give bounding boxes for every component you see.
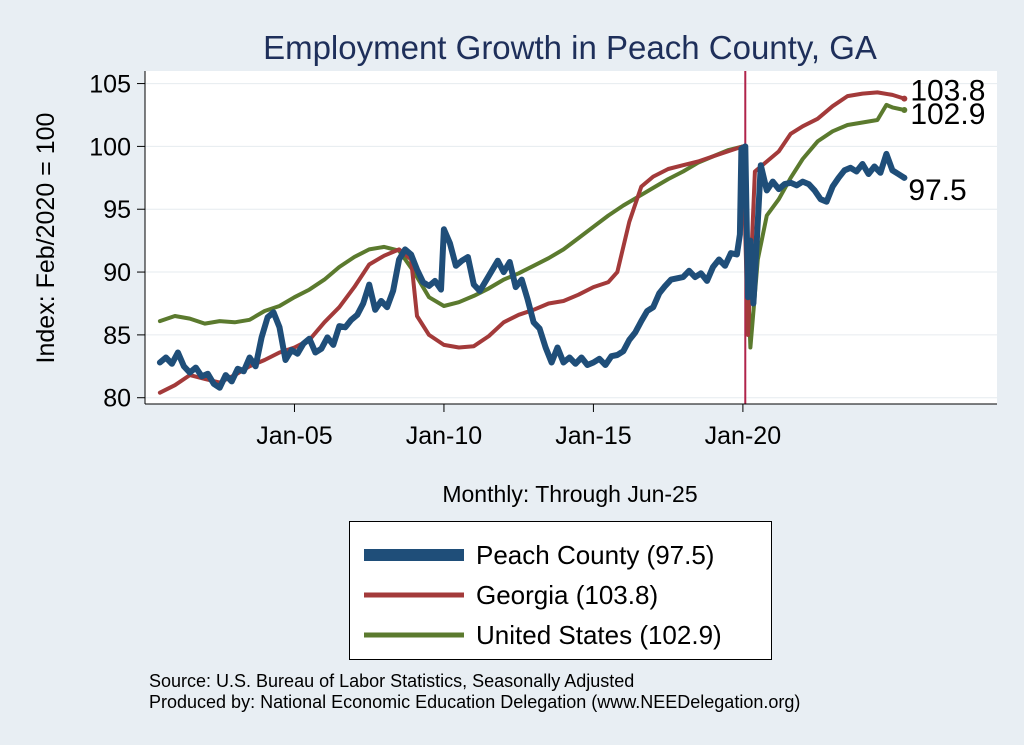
produced-line: Produced by: National Economic Education… [149,692,801,712]
x-tick-label: Jan-05 [256,422,332,450]
series-line-georgia [157,90,907,395]
y-tick-label: 100 [89,133,131,161]
legend: Peach County (97.5) Georgia (103.8) Unit… [349,521,772,660]
y-tick-label: 80 [103,385,131,413]
series-line-peach-county [156,143,908,391]
y-tick-label: 95 [103,196,131,224]
series-lines [156,90,908,395]
legend-item-united-states: United States (102.9) [364,615,722,655]
x-tick-label: Jan-20 [705,422,781,450]
y-axis-label: Index: Feb/2020 = 100 [32,113,60,364]
source-line: Source: U.S. Bureau of Labor Statistics,… [149,671,635,691]
end-marker-peach-county [901,174,908,181]
end-label-peach-county: 97.5 [908,174,966,207]
y-tick-label: 85 [103,322,131,350]
legend-item-georgia: Georgia (103.8) [364,575,658,615]
legend-label-united-states: United States (102.9) [476,619,722,650]
series-line-united-states [157,102,907,350]
x-axis-label: Monthly: Through Jun-25 [442,481,697,507]
source-note: Source: U.S. Bureau of Labor Statistics,… [149,671,800,713]
legend-swatch-peach-county [364,549,464,561]
end-marker-united-states [901,106,908,113]
legend-swatch-united-states [364,632,464,638]
y-tick-label: 90 [103,259,131,287]
legend-item-peach-county: Peach County (97.5) [364,535,714,575]
legend-label-peach-county: Peach County (97.5) [476,539,715,570]
legend-swatch-georgia [364,592,464,598]
y-tick-labels: 80 85 90 95 100 105 [89,71,131,413]
chart-title: Employment Growth in Peach County, GA [263,29,877,66]
x-tick-label: Jan-15 [555,422,631,450]
end-label-georgia: 103.8 [910,75,985,108]
x-tick-labels: Jan-05 Jan-10 Jan-15 Jan-20 [256,422,781,450]
axes [137,71,997,412]
legend-label-georgia: Georgia (103.8) [476,579,659,610]
y-tick-label: 105 [89,71,131,99]
end-label-united-states: 102.9 [910,98,985,131]
end-marker-georgia [901,95,908,102]
gridlines [145,83,997,399]
x-tick-label: Jan-10 [406,422,482,450]
